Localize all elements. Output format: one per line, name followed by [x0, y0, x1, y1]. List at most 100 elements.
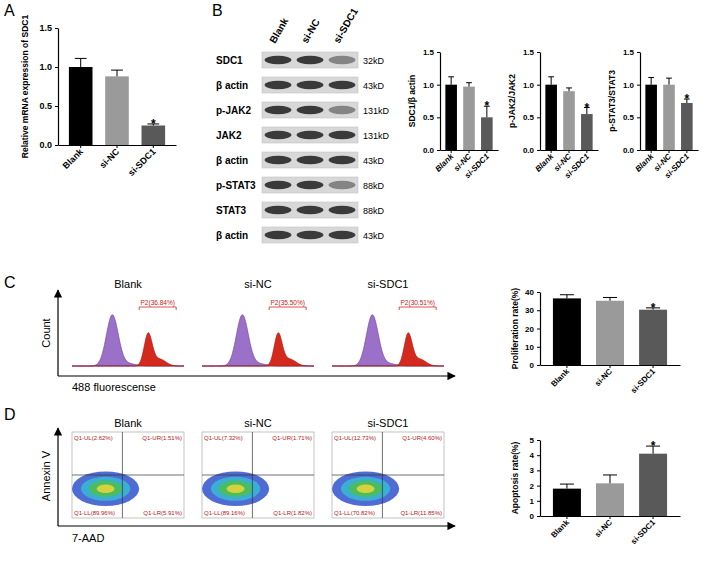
- density-contour: [357, 484, 375, 493]
- error-line: [566, 484, 567, 489]
- x-axis: Blanksi-NCsi-SDC1: [541, 516, 681, 546]
- quadrant-label: Q1-UL(7.32%): [204, 435, 243, 441]
- figure: ABCD0.00.51.01.5Blanksi-NCsi-SDC1Relativ…: [0, 0, 709, 565]
- protein-label: SDC1: [216, 55, 243, 66]
- y-tick: 3: [530, 466, 540, 475]
- y-axis-line: [440, 53, 441, 151]
- histogram-area: [72, 315, 184, 366]
- density-contour: [341, 477, 390, 501]
- x-tick-label: Blank: [633, 152, 655, 174]
- blot-strip: [262, 77, 358, 93]
- blot-band: [329, 81, 356, 89]
- x-tick-mark: [551, 150, 552, 153]
- x-tick-mark: [469, 150, 470, 153]
- y-tick: 0: [530, 361, 540, 370]
- scatter-frame: [332, 432, 444, 518]
- blot-band: [297, 181, 324, 189]
- y-tick: 1.0: [39, 62, 58, 72]
- x-axis: Blanksi-NCsi-SDC1: [533, 150, 598, 180]
- blot-band: [297, 81, 324, 89]
- panel-letter: B: [212, 2, 223, 19]
- y-tick-label: 10: [525, 343, 534, 352]
- error-line: [610, 475, 611, 483]
- y-tick-mark: [537, 292, 540, 293]
- error-cap: [448, 76, 454, 77]
- error-cap: [648, 77, 654, 78]
- y-tick-mark: [437, 150, 440, 151]
- density-contour: [89, 481, 123, 497]
- y-tick-mark: [537, 455, 540, 456]
- y-tick-label: 40: [525, 288, 534, 297]
- bar: [69, 67, 93, 145]
- blot-strip: [262, 102, 358, 118]
- y-tick: 5: [530, 436, 540, 445]
- histogram-y-title: Count: [40, 318, 52, 347]
- blot-strip: [262, 52, 358, 68]
- y-axis: 0.00.51.01.5: [523, 48, 541, 155]
- y-tick: 0.5: [39, 101, 58, 111]
- bar: [445, 85, 457, 150]
- size-label: 43kD: [363, 156, 385, 166]
- x-tick-label: Blank: [533, 152, 555, 174]
- plot-area: [445, 77, 492, 150]
- y-tick-label: 1.0: [523, 81, 535, 90]
- y-tick-label: 1.5: [39, 23, 52, 33]
- scatter-y-arrow: [57, 428, 58, 526]
- blot-band: [297, 206, 324, 214]
- x-tick: si-SDC1: [629, 516, 657, 546]
- scatter-x-arrow: [58, 525, 455, 526]
- y-tick: 1.0: [523, 81, 540, 90]
- density-contour: [349, 481, 383, 497]
- blot-band: [329, 181, 356, 189]
- histogram-x-arrow: [58, 375, 455, 376]
- scatter-title: si-NC: [244, 417, 272, 429]
- y-tick-mark: [537, 347, 540, 348]
- quadrant-line: [72, 475, 184, 476]
- bar: [553, 298, 581, 365]
- x-tick: Blank: [549, 516, 571, 540]
- y-tick-mark: [437, 85, 440, 86]
- y-tick-mark: [537, 52, 540, 53]
- histogram-title: si-NC: [244, 278, 272, 290]
- y-tick: 0.5: [523, 113, 540, 122]
- density-contour: [211, 477, 260, 501]
- x-tick-mark: [486, 150, 487, 153]
- x-tick: si-SDC1: [126, 145, 157, 178]
- y-tick-label: 2: [530, 482, 535, 491]
- histogram-gated-area: [332, 333, 444, 366]
- blot-band: [329, 106, 356, 114]
- x-tick-label: si-SDC1: [126, 147, 157, 178]
- y-tick: 1.5: [623, 48, 640, 57]
- y-tick-mark: [537, 470, 540, 471]
- y-tick-mark: [537, 310, 540, 311]
- flow-scatter: BlankQ1-UL(2.62%)Q1-UR(1.51%)Q1-LL(89.96…: [40, 417, 455, 544]
- y-tick-label: 0.5: [523, 113, 535, 122]
- significance-mark: *: [485, 99, 490, 113]
- y-axis-title: SDC1/β actin: [407, 75, 417, 127]
- error-bar: [75, 58, 87, 67]
- y-axis: 010203040: [525, 288, 540, 370]
- y-tick-mark: [537, 516, 540, 517]
- error-line: [80, 58, 81, 67]
- y-tick: 1.5: [423, 48, 440, 57]
- bar-chart: 0.00.51.01.5Blanksi-NCsi-SDC1SDC1/β acti…: [407, 48, 499, 180]
- y-tick-label: 4: [530, 451, 535, 460]
- y-tick: 2: [530, 482, 540, 491]
- size-label: 88kD: [363, 181, 385, 191]
- x-tick-label: si-SDC1: [463, 152, 491, 180]
- y-tick-label: 1.0: [423, 81, 435, 90]
- protein-label: β actin: [216, 230, 248, 241]
- blot-band: [297, 56, 324, 64]
- error-bar: [560, 484, 574, 489]
- y-tick-label: 1.5: [423, 48, 435, 57]
- blot-band: [329, 156, 356, 164]
- y-tick: 0: [530, 512, 540, 521]
- y-tick-label: 0.0: [39, 140, 52, 150]
- blot-strip: [262, 227, 358, 243]
- x-axis: Blanksi-NCsi-SDC1: [633, 150, 698, 180]
- histogram-gated-area: [72, 333, 184, 366]
- quadrant-label: Q1-UL(12.73%): [334, 435, 376, 441]
- density-contour: [219, 481, 253, 497]
- y-tick-mark: [55, 106, 58, 107]
- x-tick-mark: [610, 365, 611, 368]
